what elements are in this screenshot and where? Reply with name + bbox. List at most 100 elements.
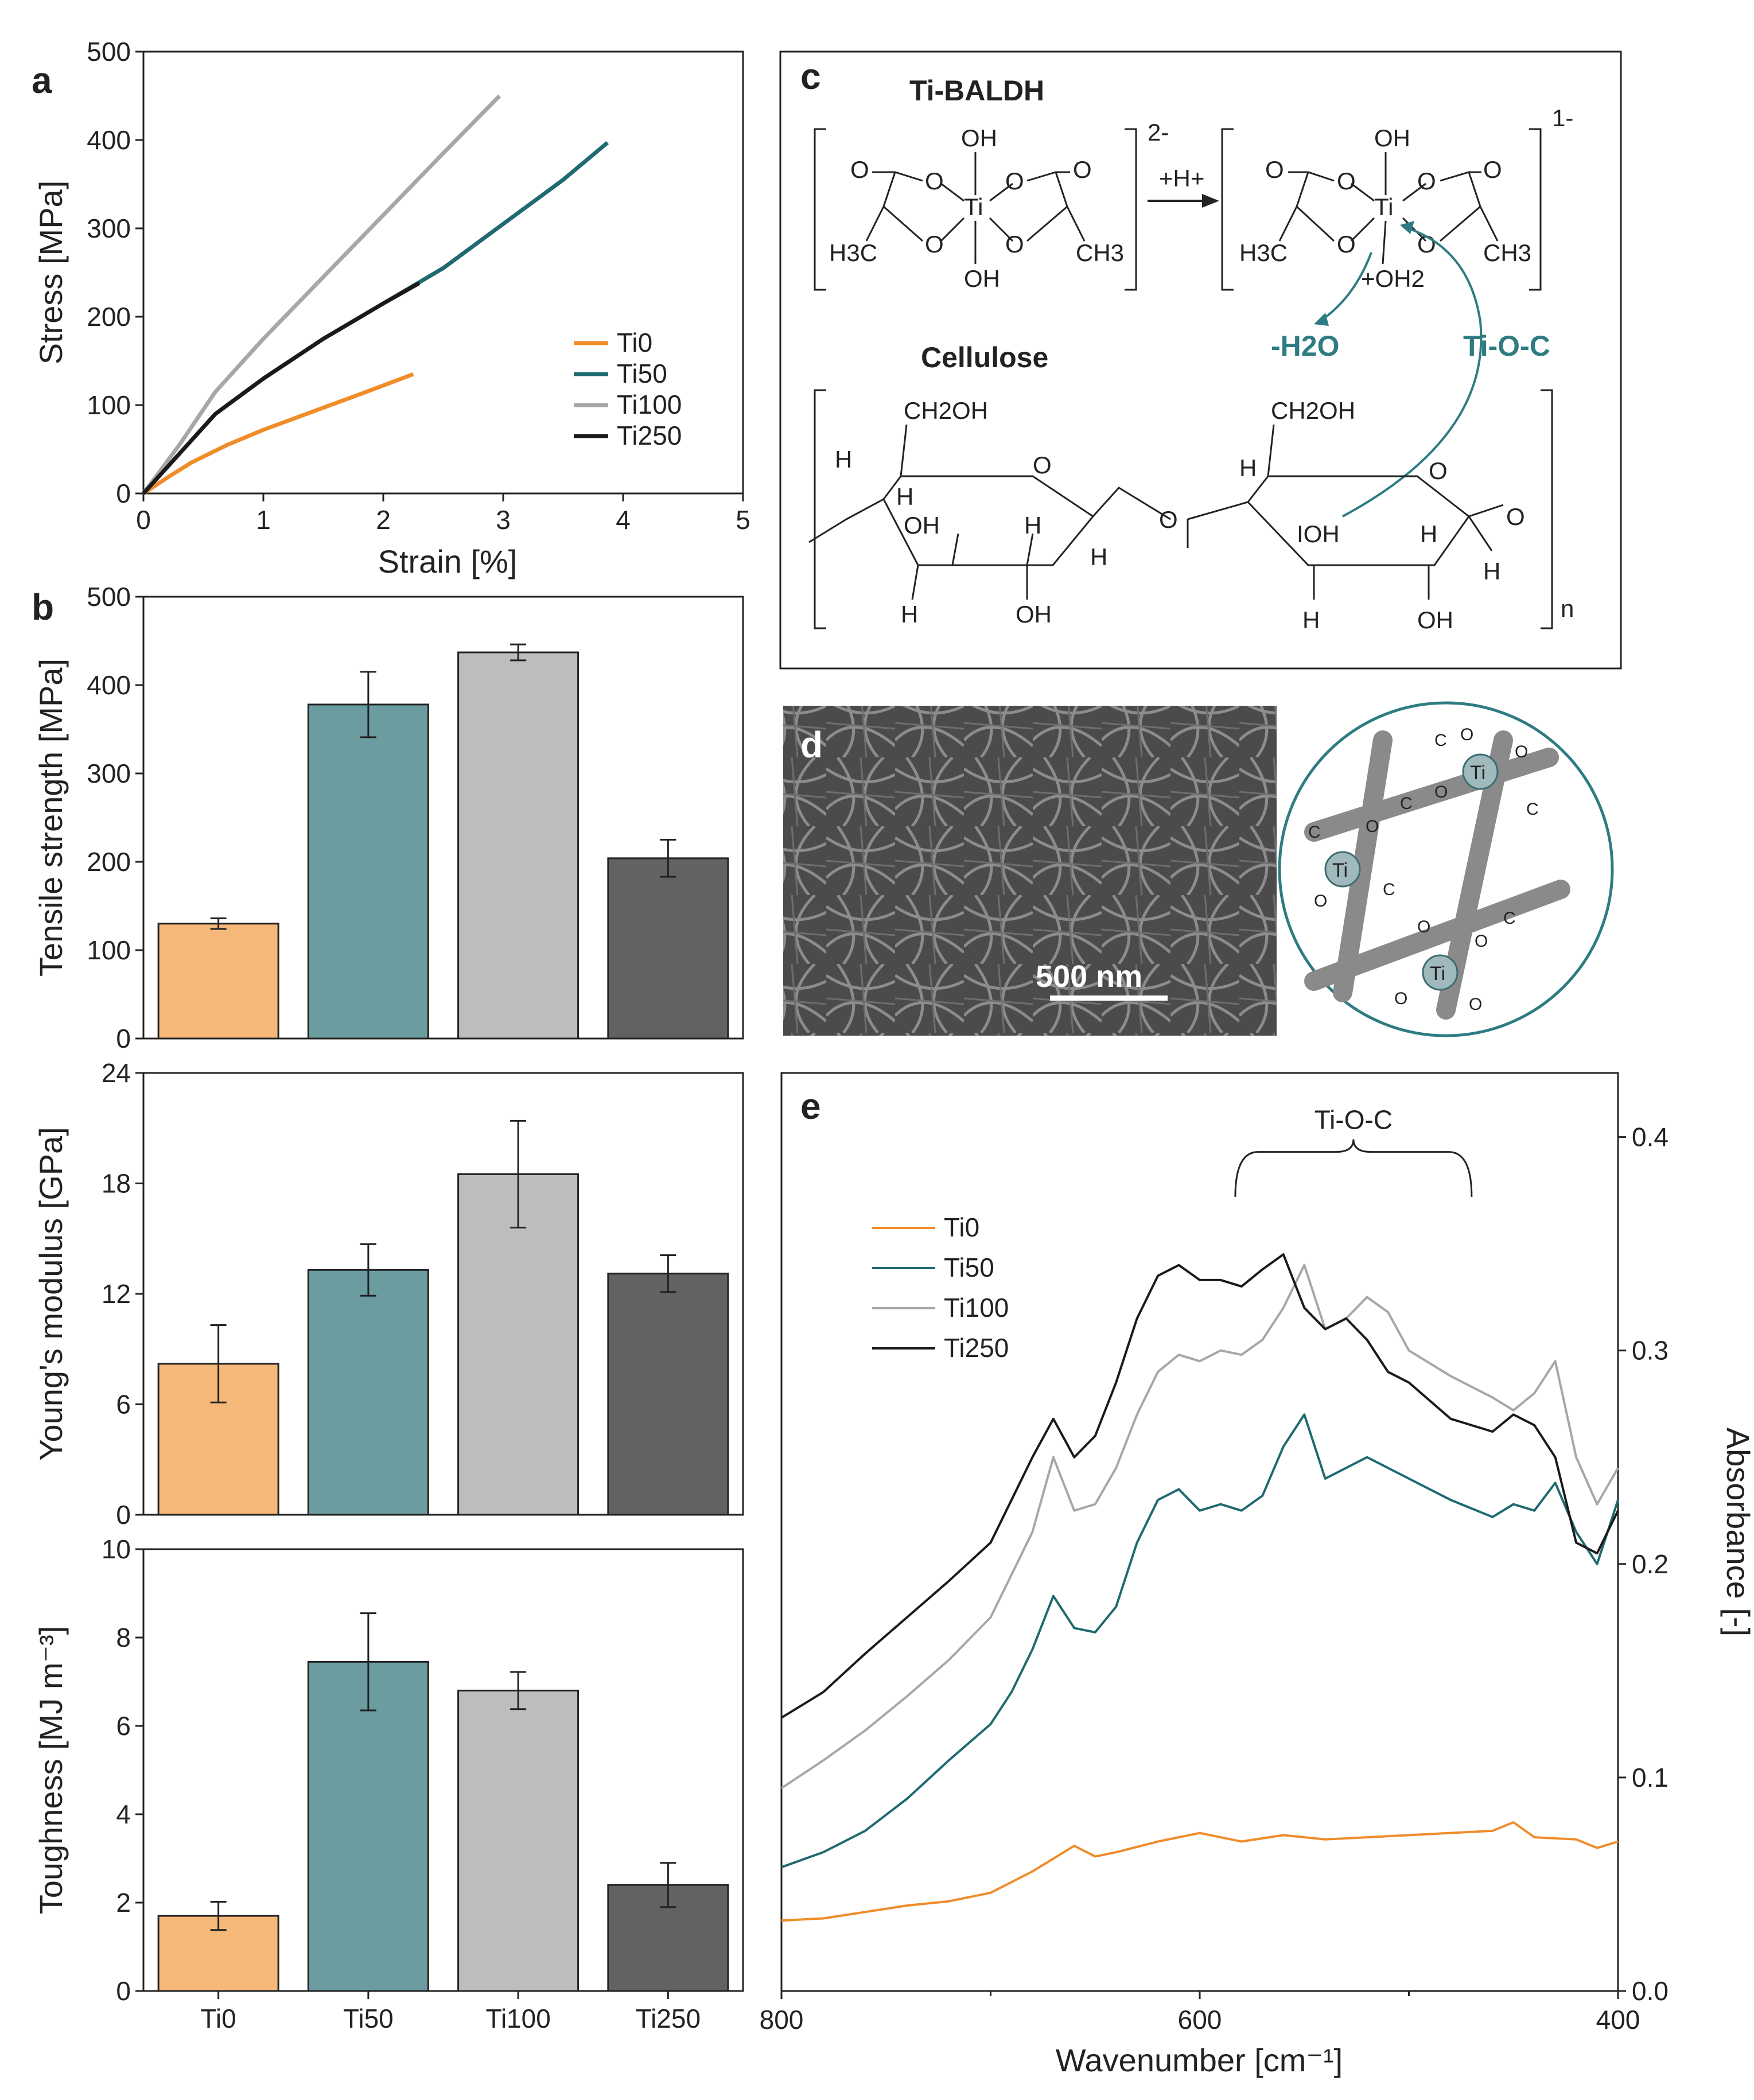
ti-center-3 [1422, 954, 1459, 991]
a-line-ti100 [142, 94, 501, 495]
panel-a-yticks: 0 100 200 300 400 500 [87, 37, 143, 508]
b2-errorbar-ti250 [660, 1254, 676, 1293]
b3-xtick-label-1: Ti50 [343, 2004, 394, 2033]
b3-ytick-label-4: 8 [116, 1623, 131, 1652]
ti-center-2-label: Ti [1332, 860, 1348, 881]
left-ti: Ti [964, 193, 983, 220]
panel-b1-yticks: 0 100 200 300 400 500 [87, 582, 143, 1053]
panel-e: e 0.0 0.1 0.2 0.3 0.4 800 600 400 Ti-O-C Waven… [760, 1072, 1754, 2078]
a-line-ti50 [142, 141, 609, 495]
network-ti-centers: Ti Ti Ti [1324, 753, 1499, 991]
panel-e-ylabel: Absorbance [-] [1720, 1428, 1754, 1636]
b1-errorbar-ti0 [210, 917, 227, 930]
b3-errorbar-ti100 [510, 1671, 527, 1710]
ti-baldh-complex-right: OH Ti O O O O O O H3C CH3 +OH2 [1239, 125, 1531, 292]
b1-errorbar-ti100 [510, 643, 527, 662]
left-oh-top: OH [961, 125, 997, 151]
a-ytick-label-3: 300 [87, 213, 131, 243]
b3-ytick-label-3: 6 [116, 1711, 131, 1741]
atom-c2: C [1400, 794, 1413, 813]
panel-e-legend: Ti0 Ti50 Ti100 Ti250 [872, 1212, 1009, 1363]
cellulose-bracket-close [1541, 389, 1553, 629]
legend-e-ti250: Ti250 [944, 1333, 1009, 1363]
panel-b-label: b [32, 586, 54, 628]
a-xtick-label-0: 0 [136, 505, 151, 535]
panel-b2-yticks: 0 6 12 18 24 [102, 1058, 143, 1530]
b3-bar-ti50 [307, 1660, 429, 1992]
right-oh2: +OH2 [1361, 265, 1425, 292]
b2-bar-ti100 [457, 1173, 580, 1516]
right-o-carbonyl2: O [1483, 156, 1502, 183]
a-ytick-label-2: 200 [87, 302, 131, 332]
panel-d-label: d [800, 724, 823, 765]
b2-bar-ti250 [607, 1273, 729, 1516]
legend-e-ti50: Ti50 [944, 1253, 994, 1282]
panel-a: a 0 100 200 300 400 500 0 1 2 3 4 5 Strain [%] Str… [32, 37, 750, 580]
left-o2: O [1005, 168, 1024, 195]
ring2-h3: H [1420, 520, 1437, 547]
panel-e-label: e [800, 1086, 821, 1127]
sem-image [783, 706, 1277, 1036]
panel-a-legend: Ti0 Ti50 Ti100 Ti250 [574, 328, 682, 450]
panel-b3-ylabel: Toughness [MJ m⁻³] [33, 1626, 69, 1915]
right-oh-top: OH [1374, 125, 1410, 151]
a-xtick-label-2: 2 [376, 505, 391, 535]
e-ytick-label-4: 0.4 [1632, 1122, 1669, 1152]
atom-o3: O [1434, 783, 1448, 802]
glycosidic-o: O [1159, 506, 1178, 533]
atom-o6: O [1417, 917, 1430, 936]
ring2-oh2: OH [1417, 606, 1453, 633]
a-xtick-label-1: 1 [256, 505, 271, 535]
ring2-ch2oh: CH2OH [1271, 397, 1355, 424]
panel-a-axes [142, 50, 744, 495]
panel-a-ylabel: Stress [MPa] [33, 181, 69, 365]
ti-center-1-label: Ti [1470, 762, 1485, 784]
panel-e-series [780, 1253, 1619, 1922]
panel-d: d 500 nm Ti Ti Ti C O O C O O C O C [783, 701, 1614, 1037]
b3-xtick-label-2: Ti100 [485, 2004, 550, 2033]
water-leave-arrow [1319, 252, 1372, 322]
panel-b2: 0 6 12 18 24 Young's modulus [GPa] [33, 1058, 744, 1530]
e-ytick-label-3: 0.3 [1632, 1336, 1669, 1366]
e-xtick-label-1: 600 [1178, 2005, 1222, 2035]
b3-xtick-label-0: Ti0 [201, 2004, 236, 2033]
left-bracket-close [1125, 128, 1137, 291]
left-h3c: H3C [829, 239, 877, 266]
panel-a-xlabel: Strain [%] [378, 543, 518, 580]
ti-center-2 [1324, 851, 1361, 888]
panel-e-axes [780, 1072, 1619, 1992]
right-ch3: CH3 [1483, 239, 1531, 266]
ti-o-c-brace [1234, 1139, 1473, 1197]
b3-xtick-label-3: Ti250 [636, 2004, 701, 2033]
e-line-ti0 [781, 1821, 1619, 1922]
b1-bar-ti250 [607, 857, 729, 1040]
panel-b3-xticks: Ti0 Ti50 Ti100 Ti250 [201, 1991, 701, 2033]
glucose-ring-2-bonds [1187, 424, 1504, 600]
ring2-h5: H [1302, 606, 1320, 633]
left-ch3: CH3 [1076, 239, 1124, 266]
b1-bar-ti100 [457, 651, 580, 1040]
b2-errorbar-ti50 [360, 1243, 376, 1297]
left-o-carbonyl2: O [1073, 156, 1092, 183]
panel-a-xticks: 0 1 2 3 4 5 [136, 493, 750, 535]
scale-bar-label: 500 nm [1036, 959, 1142, 994]
panel-b1: b 0 100 200 300 400 500 Tensile strength [MPa… [32, 582, 744, 1053]
ring1-h2: H [896, 483, 913, 510]
a-xtick-label-5: 5 [736, 505, 750, 535]
panel-a-label: a [32, 60, 52, 101]
b3-ytick-label-1: 2 [116, 1888, 131, 1918]
ring1-oh1: OH [904, 512, 940, 539]
e-line-ti250 [780, 1253, 1619, 1719]
b1-errorbar-ti250 [660, 839, 676, 878]
glucose-ring-1: CH2OH H H O OH H H H OH [808, 397, 1171, 628]
b1-ytick-label-5: 500 [87, 582, 131, 612]
b1-ytick-label-2: 200 [87, 847, 131, 877]
a-xtick-label-4: 4 [616, 505, 631, 535]
atom-c1: C [1434, 731, 1447, 750]
legend-a-ti250: Ti250 [617, 421, 682, 450]
a-xtick-label-3: 3 [496, 505, 511, 535]
legend-a-ti50: Ti50 [617, 359, 667, 388]
scale-bar [1050, 995, 1168, 1001]
panel-b3-bars [157, 1612, 729, 1992]
a-ytick-label-4: 400 [87, 125, 131, 155]
